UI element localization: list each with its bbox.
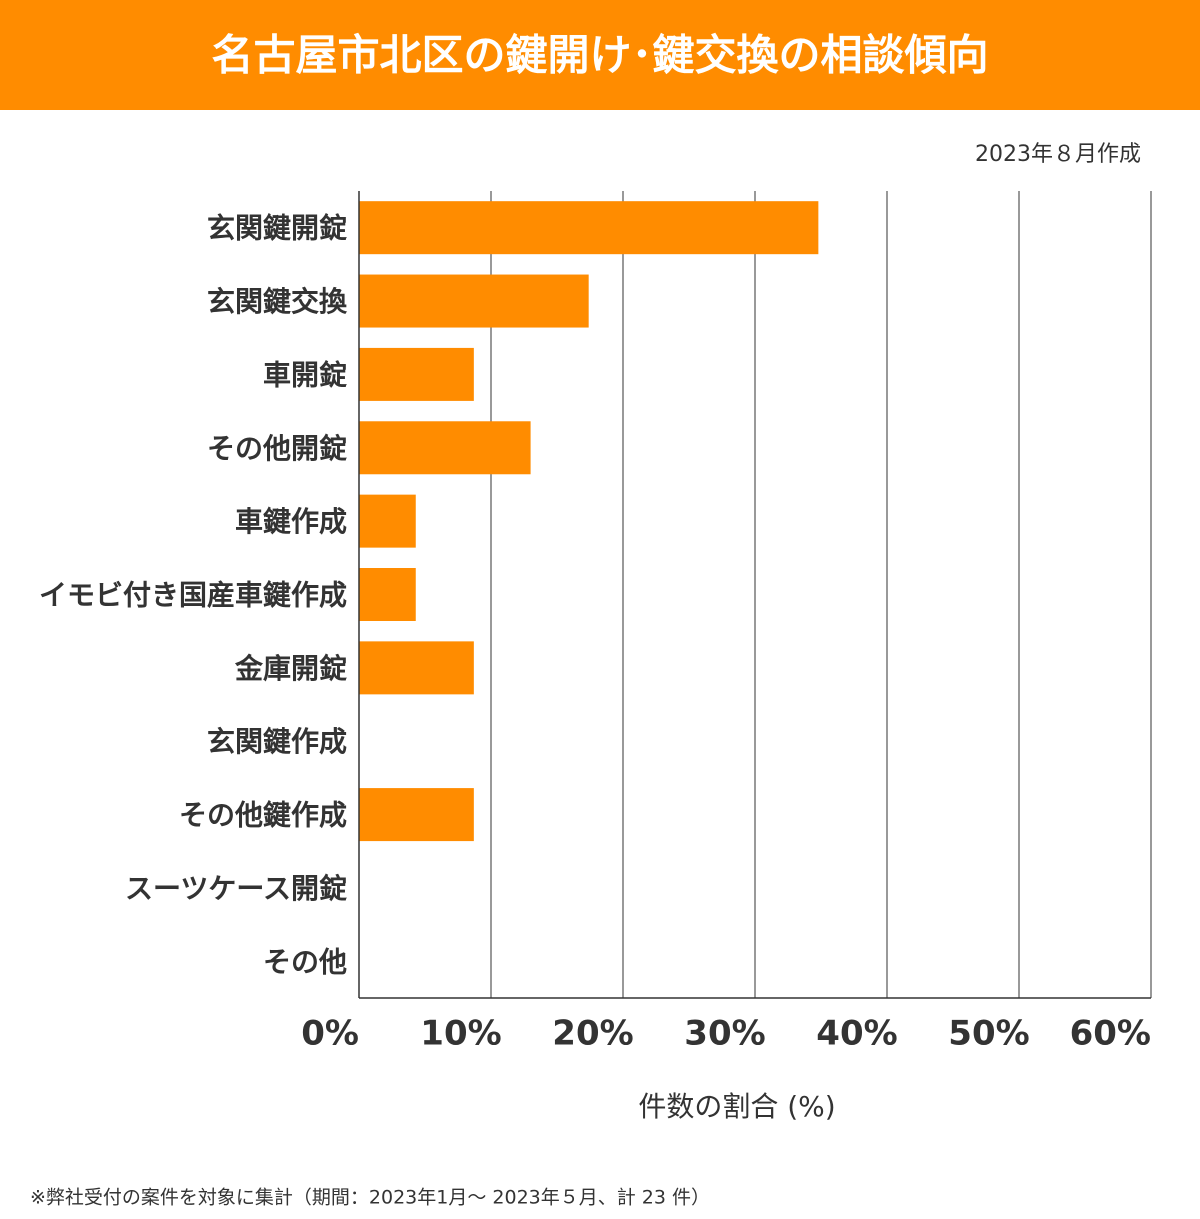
x-tick-label: 20% — [552, 1014, 633, 1054]
y-tick-label: 玄関鍵開錠 — [207, 212, 347, 245]
title-bar — [0, 0, 1200, 110]
y-tick-label: その他開錠 — [207, 432, 347, 465]
y-tick-label: 金庫開錠 — [234, 652, 347, 685]
x-tick-label: 50% — [948, 1014, 1029, 1054]
bar — [359, 201, 819, 255]
bar — [359, 788, 474, 842]
y-tick-label: 玄関鍵作成 — [207, 725, 347, 758]
x-tick-label: 30% — [684, 1014, 765, 1054]
x-axis-label: 件数の割合 (%) — [638, 1090, 835, 1123]
y-tick-label: その他鍵作成 — [179, 799, 347, 832]
y-tick-label: その他 — [263, 945, 347, 978]
chart-subtitle: 2023年８月作成 — [975, 142, 1141, 167]
x-tick-label: 10% — [420, 1014, 501, 1054]
bar — [359, 347, 474, 401]
y-tick-label: イモビ付き国産車鍵作成 — [39, 579, 347, 612]
footnote: ※弊社受付の案件を対象に集計（期間：2023年1月～ 2023年５月、計 23 … — [30, 1187, 710, 1209]
x-tick-label: 0% — [301, 1014, 359, 1054]
y-tick-label: 玄関鍵交換 — [207, 285, 348, 318]
bar — [359, 421, 531, 475]
chart-title: 名古屋市北区の鍵開け･鍵交換の相談傾向 — [211, 31, 988, 80]
bar — [359, 494, 416, 548]
y-tick-label: スーツケース開錠 — [125, 872, 347, 905]
y-tick-label: 車開錠 — [263, 358, 347, 391]
bar — [359, 274, 589, 328]
x-tick-label: 40% — [816, 1014, 897, 1054]
x-tick-label: 60% — [1070, 1014, 1151, 1054]
y-tick-label: 車鍵作成 — [235, 505, 347, 538]
bar — [359, 641, 474, 695]
bar — [359, 568, 416, 621]
